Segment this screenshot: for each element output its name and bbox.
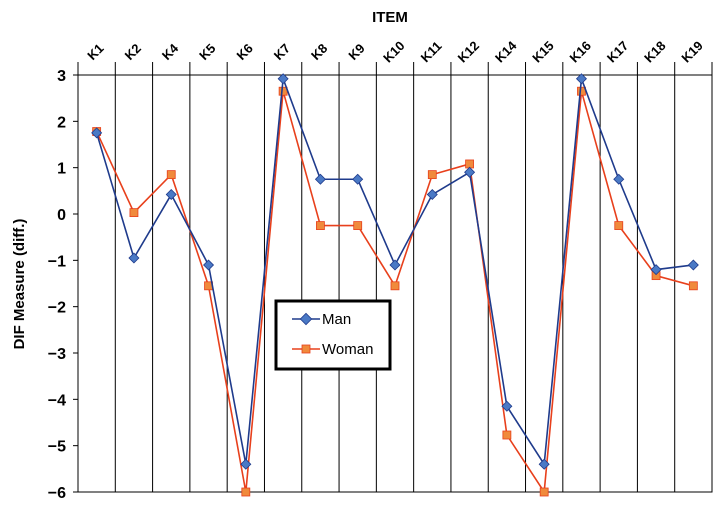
- data-point-woman: [539, 487, 549, 497]
- legend-woman-label: Woman: [322, 341, 373, 358]
- data-point-man: [538, 458, 550, 470]
- series-line-woman: [95, 91, 694, 495]
- data-point-woman: [353, 221, 363, 230]
- x-tick-label: K9: [345, 41, 367, 63]
- data-point-woman: [688, 281, 698, 291]
- y-tick-label: 2: [57, 114, 66, 131]
- data-point-man: [240, 458, 252, 470]
- y-axis-label: DIF Measure (diff.): [11, 219, 28, 350]
- data-point-woman: [427, 170, 437, 180]
- x-tick-label: K19: [678, 38, 705, 65]
- data-point-man: [687, 259, 699, 271]
- data-point-woman: [614, 221, 624, 230]
- y-tick-label: 1: [57, 161, 66, 178]
- x-tick-labels: K1 K2 K4 K5 K6 K7 K8 K9 K10 K11 K12 K14 K15 K16 K17 K18…: [84, 38, 706, 66]
- data-point-man: [314, 173, 326, 185]
- x-tick-label: K16: [567, 38, 594, 65]
- y-tick-label: −1: [48, 253, 66, 270]
- data-point-man: [650, 264, 662, 276]
- x-tick-label: K12: [455, 38, 482, 65]
- data-point-woman: [316, 221, 325, 230]
- y-tick-label: −5: [48, 439, 66, 456]
- data-point-woman: [502, 430, 512, 440]
- y-tick-label: −4: [48, 392, 66, 409]
- x-tick-label: K7: [271, 41, 293, 63]
- x-tick-label: K14: [492, 38, 520, 66]
- x-tick-label: K1: [84, 41, 106, 63]
- x-tick-label: K17: [604, 38, 631, 65]
- x-tick-label: K18: [641, 38, 668, 65]
- data-point-man: [464, 166, 476, 178]
- chart-title: ITEM: [372, 9, 408, 26]
- data-point-woman: [390, 281, 400, 291]
- plot-area-frame: [77, 74, 713, 493]
- y-tick-labels: 3 2 1 0 −1 −2 −3 −4 −5 −6: [48, 68, 78, 502]
- data-point-man: [389, 259, 401, 271]
- x-tick-label: K2: [122, 41, 144, 63]
- x-tick-label: K6: [233, 41, 255, 63]
- y-tick-label: −6: [48, 485, 66, 502]
- series-man: [91, 73, 699, 470]
- legend: Man Woman: [274, 299, 392, 371]
- vertical-gridlines: [77, 62, 713, 492]
- data-point-man: [165, 189, 177, 201]
- data-point-man: [128, 252, 140, 264]
- y-tick-label: −2: [48, 300, 66, 317]
- data-point-woman: [166, 170, 176, 180]
- data-point-man: [352, 173, 364, 185]
- y-tick-label: −3: [48, 346, 66, 363]
- legend-man-marker: [299, 312, 313, 326]
- data-point-man: [203, 259, 215, 271]
- x-tick-label: K15: [529, 38, 556, 65]
- legend-man-label: Man: [322, 311, 351, 328]
- data-point-man: [277, 73, 289, 85]
- y-tick-label: 0: [57, 207, 66, 224]
- data-point-woman: [465, 159, 474, 169]
- x-tick-label: K8: [308, 41, 330, 63]
- data-point-man: [426, 189, 438, 201]
- x-tick-label: K5: [196, 41, 218, 63]
- data-point-man: [501, 400, 513, 412]
- legend-woman-marker: [301, 344, 311, 354]
- data-point-woman: [241, 487, 251, 497]
- data-point-woman: [129, 208, 139, 218]
- data-series: [91, 73, 699, 497]
- legend-box: [274, 299, 392, 371]
- x-tick-label: K11: [418, 38, 445, 65]
- y-tick-label: 3: [57, 68, 66, 85]
- data-point-man: [91, 127, 103, 139]
- series-line-man: [95, 78, 694, 467]
- data-point-man: [575, 73, 587, 85]
- x-tick-label: K4: [159, 40, 182, 63]
- data-point-man: [613, 173, 625, 185]
- x-tick-label: K10: [380, 38, 407, 65]
